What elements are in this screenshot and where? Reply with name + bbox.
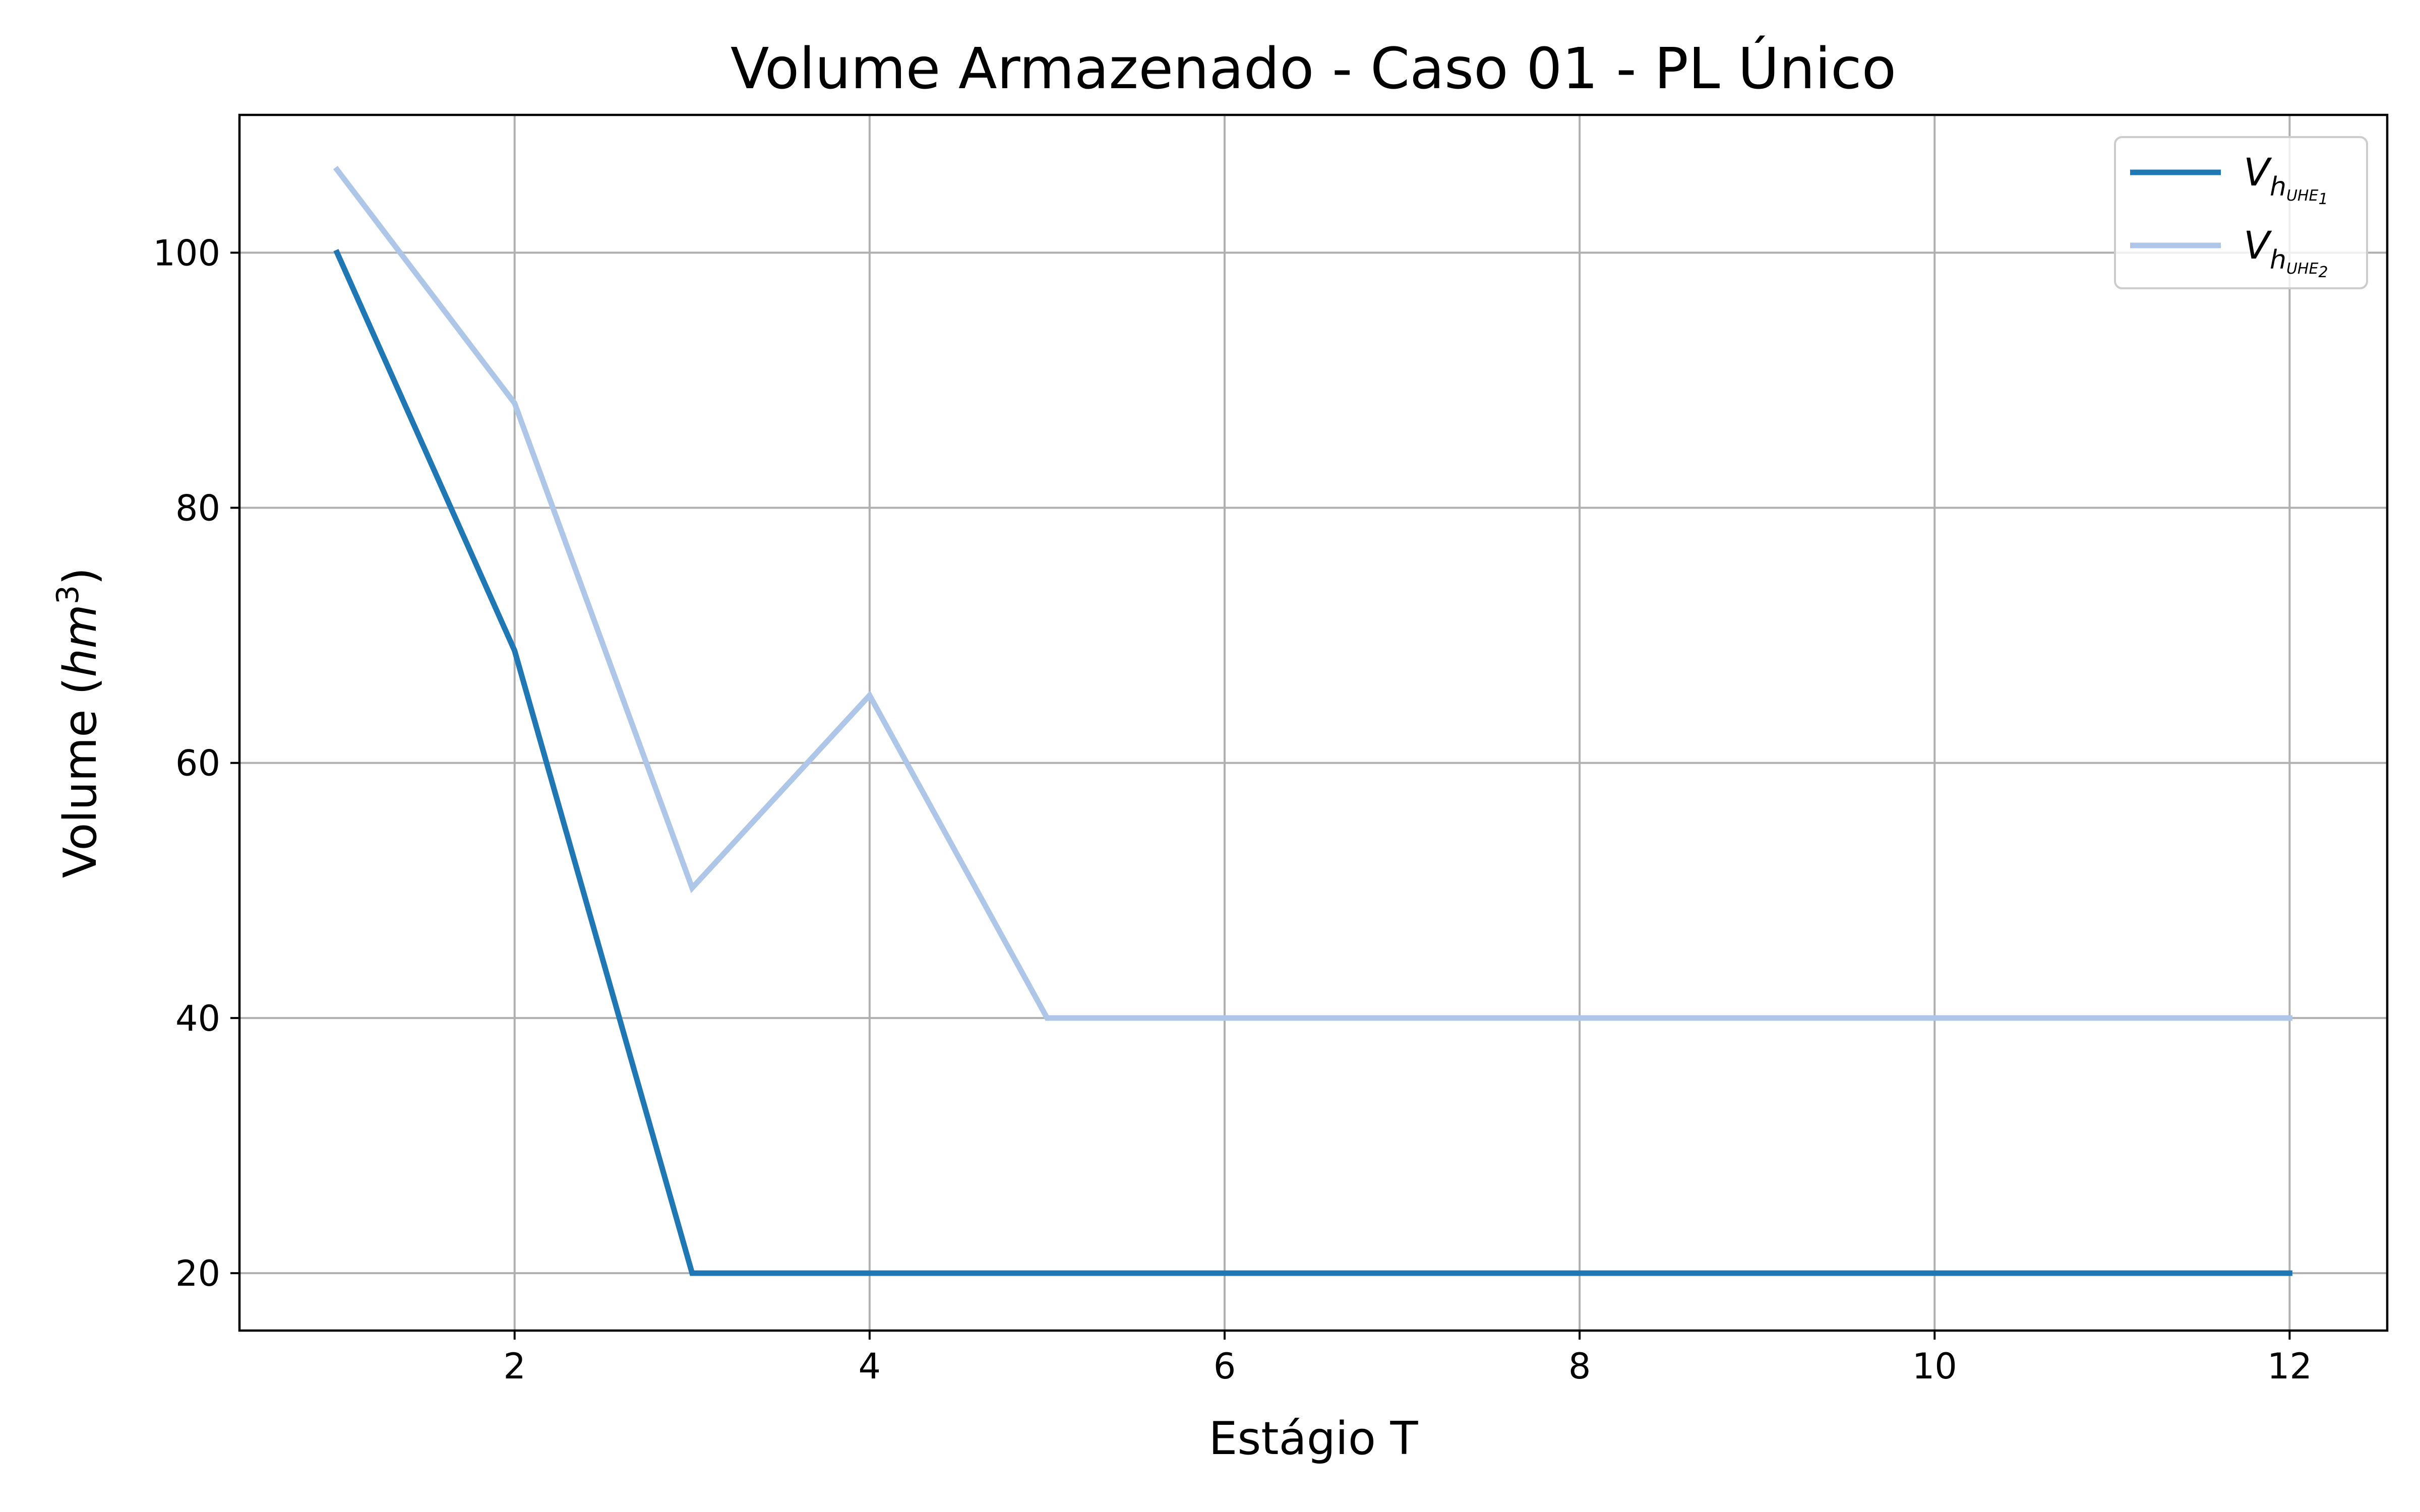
y-axis-label-prefix: Volume ( xyxy=(54,677,107,878)
y-axis-label-suffix: ) xyxy=(54,568,107,585)
y-tick-label: 20 xyxy=(175,1253,220,1294)
y-axis-label-math: hm xyxy=(54,604,107,677)
x-axis-label: Estágio T xyxy=(1209,1412,1419,1465)
x-tick-label: 8 xyxy=(1568,1346,1591,1387)
x-tick-label: 2 xyxy=(503,1346,526,1387)
x-tick-label: 12 xyxy=(2267,1346,2312,1387)
series-line-2 xyxy=(333,166,2292,1021)
x-tick-label: 6 xyxy=(1214,1346,1236,1387)
plot-frame xyxy=(238,113,2389,1332)
y-tick-label: 60 xyxy=(175,743,220,784)
legend-box xyxy=(2114,136,2368,289)
legend: VhUHE1 VhUHE2 xyxy=(2114,136,2368,289)
y-tick-label: 100 xyxy=(153,232,220,274)
series-lines xyxy=(333,166,2292,1276)
y-tick-label: 40 xyxy=(175,998,220,1039)
y-axis-label-sup: 3 xyxy=(50,585,86,604)
chart-title: Volume Armazenado - Caso 01 - PL Único xyxy=(731,36,1896,102)
grid xyxy=(239,115,2387,1331)
x-tick-label: 4 xyxy=(859,1346,881,1387)
y-axis-label: Volume (hm3) xyxy=(50,568,107,878)
x-axis-ticks: 2 4 6 8 10 12 xyxy=(503,1331,2312,1387)
legend-label-1: VhUHE1 xyxy=(2244,150,2328,208)
legend-label-2: VhUHE2 xyxy=(2244,223,2328,281)
y-tick-label: 80 xyxy=(175,488,220,529)
y-axis-ticks: 20 40 60 80 100 xyxy=(153,232,239,1294)
series-line-1 xyxy=(333,249,2292,1276)
x-tick-label: 10 xyxy=(1912,1346,1957,1387)
